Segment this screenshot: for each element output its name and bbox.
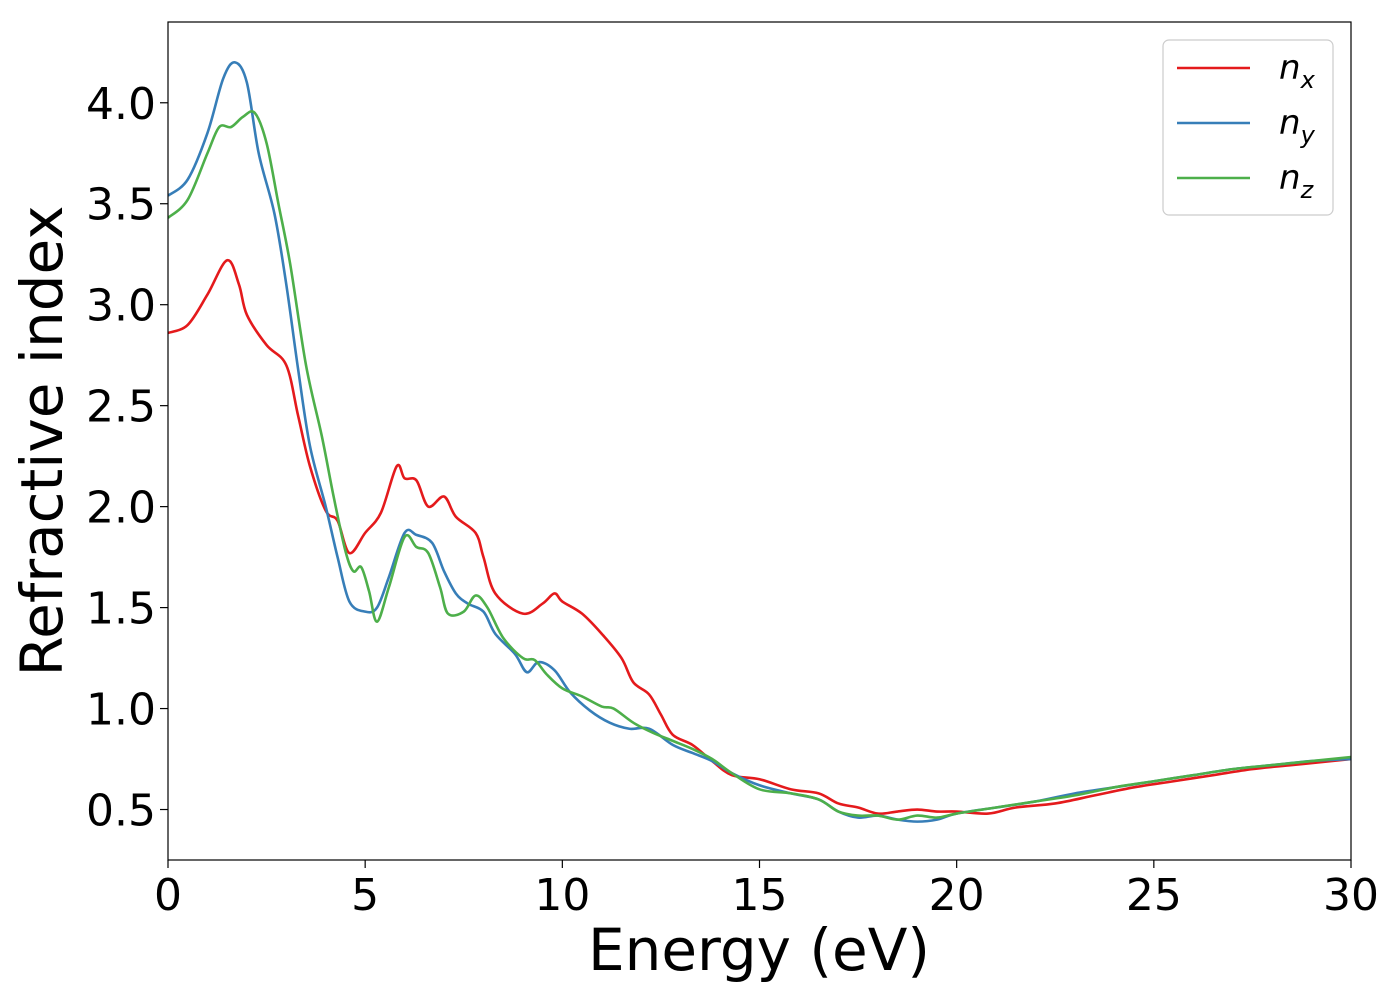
x-tick-label: 30 [1323,870,1379,921]
y-tick-label: 3.5 [86,180,156,231]
x-tick-label: 15 [732,870,788,921]
legend-box [1162,39,1334,216]
x-tick-label: 20 [929,870,985,921]
legend: nx ny nz [1162,39,1334,216]
x-tick-label: 5 [351,870,379,921]
legend-label-z: nz [1279,158,1315,204]
x-tick-label: 25 [1126,870,1182,921]
y-tick-label: 2.0 [86,483,156,534]
y-axis-title: Refractive index [8,205,76,676]
y-tick-label: 1.0 [86,685,156,736]
y-tick-label: 4.0 [86,79,156,130]
x-tick-label: 0 [154,870,182,921]
y-axis-ticks: 0.5 1.0 1.5 2.0 2.5 3.0 3.5 4.0 [86,79,168,837]
x-tick-label: 10 [534,870,590,921]
x-axis-ticks: 0 5 10 15 20 25 30 [154,860,1379,921]
y-tick-label: 0.5 [86,786,156,837]
series-line-z [168,110,1351,821]
y-tick-label: 3.0 [86,281,156,332]
legend-label-x: nx [1279,48,1316,94]
series-line-x [168,258,1351,815]
y-tick-label: 1.5 [86,584,156,635]
x-axis-title: Energy (eV) [588,916,930,984]
series-lines [168,61,1351,823]
legend-label-y: ny [1279,103,1316,149]
y-tick-label: 2.5 [86,382,156,433]
